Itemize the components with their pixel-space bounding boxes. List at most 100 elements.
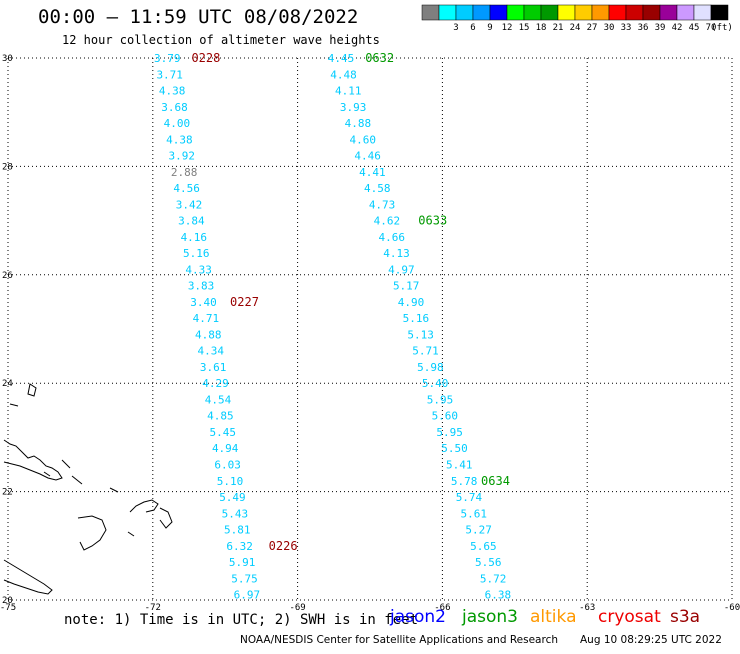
legend-swatch — [676, 4, 695, 21]
swh-value: 4.54 — [205, 393, 232, 406]
swh-value: 5.74 — [456, 491, 483, 504]
legend-swatch — [659, 4, 678, 21]
legend-swatch — [608, 4, 627, 21]
swh-value: 3.92 — [169, 150, 196, 163]
legend-swatch — [710, 4, 729, 21]
page-title: 00:00 – 11:59 UTC 08/08/2022 — [38, 6, 359, 28]
swh-value: 3.84 — [178, 215, 205, 228]
crooked-island — [71, 475, 83, 485]
legend-swatch — [574, 4, 593, 21]
swh-value: 6.38 — [485, 589, 512, 602]
x-tick-label: -60 — [724, 603, 740, 613]
y-tick-label: 26 — [2, 271, 13, 281]
swh-value: 3.61 — [200, 361, 227, 374]
legend-bin-label: 42 — [672, 23, 683, 33]
swh-value: 4.46 — [354, 150, 381, 163]
x-tick-label: -63 — [579, 603, 595, 613]
swh-value: 5.72 — [480, 572, 507, 585]
legend-bin-label: 27 — [587, 23, 598, 33]
legend-swatch — [625, 4, 644, 21]
swh-value: 4.94 — [212, 442, 239, 455]
legend-bin-label: 30 — [604, 23, 615, 33]
caicos-bank — [159, 507, 173, 529]
turks-caicos — [129, 499, 159, 513]
time-label: 0633 — [418, 214, 447, 228]
legend-bin-label: 33 — [621, 23, 632, 33]
swh-value: 5.45 — [210, 426, 237, 439]
swh-value: 5.60 — [432, 410, 459, 423]
swh-value: 4.97 — [388, 263, 415, 276]
legend-swatch — [489, 4, 508, 21]
swh-value: 5.75 — [231, 572, 258, 585]
swh-value: 4.33 — [185, 263, 212, 276]
swh-value: 3.79 — [154, 52, 181, 65]
legend-swatch — [642, 4, 661, 21]
legend-swatch — [438, 4, 457, 21]
time-label: 0226 — [269, 539, 298, 553]
swh-value: 4.56 — [173, 182, 200, 195]
swh-value: 4.16 — [181, 231, 208, 244]
x-tick-label: -72 — [145, 603, 161, 613]
swh-value: 4.58 — [364, 182, 391, 195]
swh-value: 5.10 — [217, 475, 244, 488]
swh-value: 5.43 — [222, 507, 249, 520]
swh-value: 3.71 — [156, 68, 183, 81]
swh-value: 4.48 — [330, 68, 357, 81]
swh-value: 5.95 — [436, 426, 463, 439]
legend-bin-label: 15 — [519, 23, 530, 33]
swh-value: 4.45 — [328, 52, 355, 65]
legend-bin-label: 9 — [487, 23, 492, 33]
swh-value: 5.16 — [403, 312, 430, 325]
small-cay-a — [9, 403, 19, 407]
footer-timestamp: Aug 10 08:29:25 UTC 2022 — [580, 634, 722, 646]
swh-value: 5.50 — [441, 442, 468, 455]
hispaniola-coast — [3, 559, 53, 595]
swh-value: 4.66 — [378, 231, 405, 244]
swh-value: 4.88 — [345, 117, 372, 130]
legend-bin-label: 12 — [502, 23, 513, 33]
mission-cryosat: cryosat — [598, 607, 661, 627]
legend-swatch — [506, 4, 525, 21]
page-subtitle: 12 hour collection of altimeter wave hei… — [62, 33, 380, 47]
swh-value: 5.13 — [407, 328, 434, 341]
swh-value: 5.71 — [412, 345, 439, 358]
swh-value: 3.93 — [340, 101, 367, 114]
great-inagua — [77, 515, 107, 551]
swh-value: 4.71 — [193, 312, 220, 325]
swh-value: 2.88 — [171, 166, 198, 179]
legend-swatch — [421, 4, 440, 21]
swh-value: 5.17 — [393, 280, 420, 293]
satellite-tracks: 3.79 3.71 4.38 3.68 4.00 4.38 3.92 2.88 4.56 3.42… — [154, 51, 511, 602]
legend-bin-label: 45 — [689, 23, 700, 33]
time-label: 0227 — [230, 295, 259, 309]
legend-swatch — [540, 4, 559, 21]
x-tick-label: -75 — [0, 603, 16, 613]
legend-bin-label: 24 — [570, 23, 581, 33]
swh-value: 4.90 — [398, 296, 425, 309]
swh-value: 4.85 — [207, 410, 234, 423]
x-tick-label: -69 — [289, 603, 305, 613]
legend-bin-label: 70 — [706, 23, 717, 33]
swh-value: 4.73 — [369, 198, 396, 211]
swh-value: 5.91 — [229, 556, 256, 569]
axis-tick-labels: -75 -72 -69 -66 -63 -60 20 22 24 26 28 30 — [0, 54, 740, 613]
track-jason3: 4.45 4.48 4.11 3.93 4.88 4.60 4.46 4.41 4.58 4.73… — [328, 51, 511, 602]
mission-altika: altika — [530, 607, 577, 627]
swh-value: 5.41 — [446, 459, 473, 472]
cuba-east-coast — [3, 439, 63, 481]
swh-value: 6.32 — [226, 540, 253, 553]
track-jason2: 3.79 3.71 4.38 3.68 4.00 4.38 3.92 2.88 4.56 3.42… — [154, 51, 298, 602]
legend-bin-label: 39 — [655, 23, 666, 33]
swh-value: 3.42 — [176, 198, 203, 211]
legend-swatch — [523, 4, 542, 21]
legend-bin-label: 36 — [638, 23, 649, 33]
swh-value: 4.34 — [197, 345, 224, 358]
small-cay-b — [43, 471, 51, 477]
footer-credit: NOAA/NESDIS Center for Satellite Applica… — [240, 634, 558, 646]
legend-bin-label: 21 — [553, 23, 564, 33]
small-cay-c — [127, 531, 135, 537]
swh-value: 4.11 — [335, 85, 362, 98]
y-tick-label: 20 — [2, 596, 13, 606]
swh-value: 5.27 — [465, 524, 492, 537]
